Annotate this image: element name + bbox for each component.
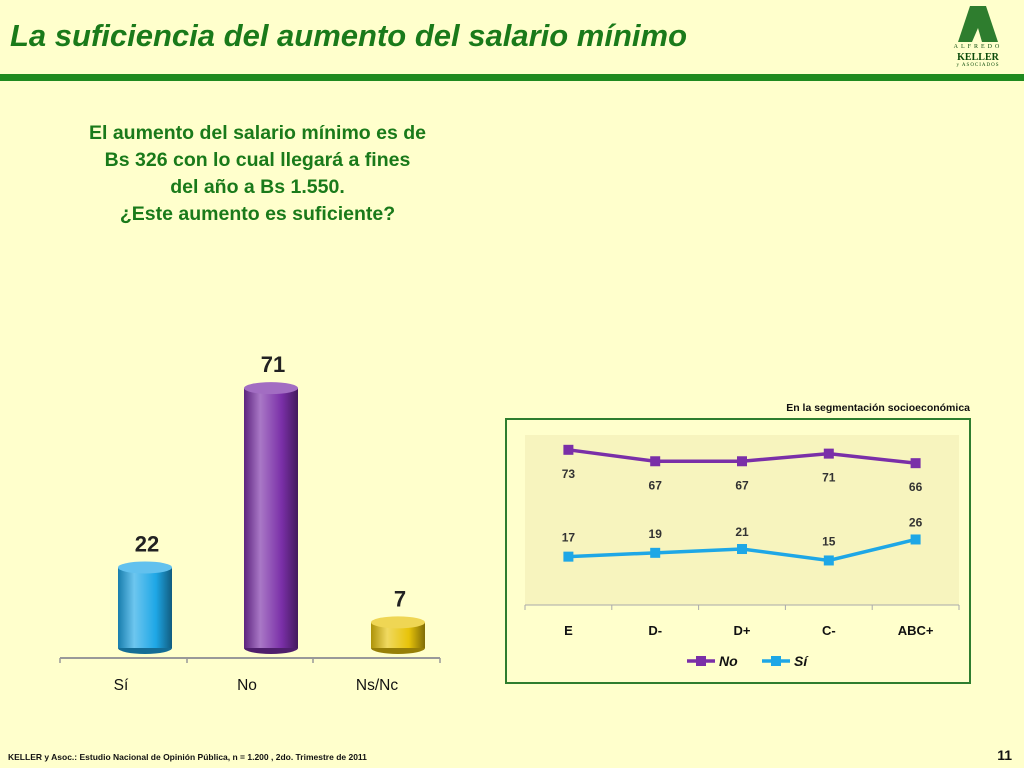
footer-source: KELLER y Asoc.: Estudio Nacional de Opin…	[8, 752, 367, 762]
segment-chart-caption: En la segmentación socioeconómica	[786, 402, 970, 414]
series-point	[823, 555, 834, 566]
category-label: D+	[734, 623, 751, 638]
bar-value-label: 71	[261, 352, 285, 377]
point-value-label: 26	[909, 515, 923, 529]
point-value-label: 73	[562, 467, 576, 481]
legend-entry-si: Sí	[762, 653, 809, 669]
category-label: D-	[648, 623, 662, 638]
point-value-label: 67	[735, 478, 749, 492]
series-point	[563, 551, 574, 562]
question-line: Bs 326 con lo cual llegará a fines	[104, 149, 411, 171]
point-value-label: 21	[735, 525, 749, 539]
bar-value-label: 22	[135, 531, 159, 556]
bar-2	[244, 382, 298, 654]
series-point	[737, 544, 747, 555]
logo-line-1: ALFREDO	[953, 44, 1003, 50]
survey-question: El aumento del salario mínimo es de Bs 3…	[55, 120, 460, 228]
logo-mountain-icon	[958, 6, 998, 42]
page-number: 11	[997, 747, 1012, 763]
legend-entry-no: No	[687, 653, 738, 669]
category-label: C-	[822, 623, 836, 638]
series-point	[823, 448, 834, 459]
category-label: Ns/Nc	[356, 677, 398, 694]
segment-line-chart: 73 67 67 71 66 17 19 21 15 26 E D- D+ C- ABC+ No Sí	[524, 435, 960, 669]
point-value-label: 66	[909, 480, 923, 494]
category-label: E	[564, 623, 573, 638]
logo-line-2: KELLER	[957, 52, 999, 63]
series-point	[563, 444, 574, 455]
point-value-label: 19	[649, 527, 663, 541]
point-value-label: 71	[822, 471, 836, 485]
question-line: El aumento del salario mínimo es de	[88, 122, 426, 144]
main-bar-chart: 22 Sí 71 No 7 Ns/Nc	[59, 352, 441, 694]
category-label: ABC+	[898, 623, 934, 638]
point-value-label: 67	[649, 478, 663, 492]
point-value-label: 17	[562, 531, 576, 545]
question-line: ¿Este aumento es suficiente?	[119, 203, 396, 225]
legend-label: No	[719, 653, 738, 669]
segment-chart-panel: 73 67 67 71 66 17 19 21 15 26 E D- D+ C- ABC+ No Sí	[505, 418, 971, 684]
title-divider	[0, 74, 1024, 81]
question-line: del año a Bs 1.550.	[170, 176, 345, 198]
series-point	[910, 458, 921, 469]
slide-title: La suficiencia del aumento del salario m…	[10, 18, 688, 53]
bar-1	[118, 561, 172, 654]
category-label: Sí	[114, 677, 129, 694]
bar-value-label: 7	[394, 586, 406, 611]
keller-logo: ALFREDO KELLER y ASOCIADOS	[948, 4, 1008, 70]
bar-3	[371, 616, 425, 654]
series-point	[650, 547, 661, 558]
series-point	[910, 534, 921, 545]
logo-line-3: y ASOCIADOS	[956, 63, 1000, 68]
series-point	[650, 456, 661, 467]
point-value-label: 15	[822, 534, 836, 548]
series-point	[737, 456, 747, 467]
legend-label: Sí	[794, 653, 809, 669]
category-label: No	[237, 677, 257, 694]
